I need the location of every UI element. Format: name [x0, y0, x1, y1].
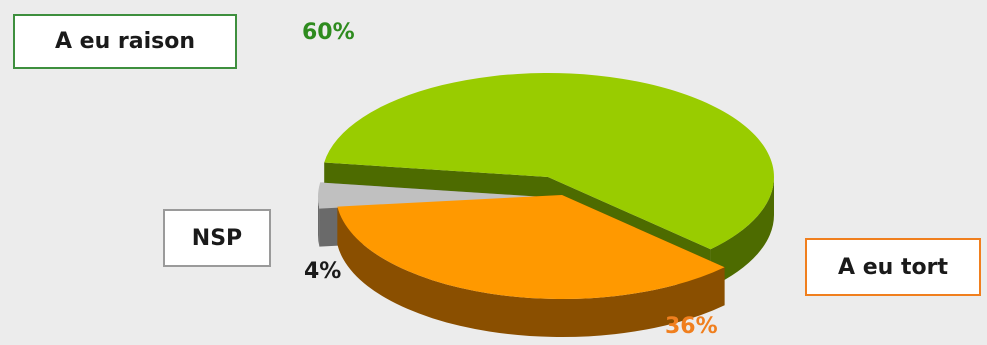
value-label-60: 60%: [302, 20, 355, 45]
value-label-36: 36%: [665, 314, 718, 339]
pie-slice-nsp: [318, 182, 544, 209]
label-a-eu-raison-text: A eu raison: [54, 29, 196, 54]
legend-label-a-eu-tort: A eu tort: [805, 238, 981, 296]
label-a-eu-tort-text: A eu tort: [838, 254, 948, 280]
slice-side-a-eu-tort: [337, 206, 725, 337]
legend-label-a-eu-raison: A eu raison: [13, 14, 237, 69]
slice-side-a-eu-raison: [710, 177, 774, 288]
label-nsp-text: NSP: [191, 225, 243, 251]
value-label-4: 4%: [304, 259, 342, 284]
pie-slices: [318, 73, 774, 300]
pie-slice-a-eu-raison: [324, 73, 774, 250]
legend-label-nsp: NSP: [163, 209, 271, 267]
slice-side-nsp: [318, 197, 320, 247]
pie-slice-a-eu-tort: [337, 195, 725, 300]
